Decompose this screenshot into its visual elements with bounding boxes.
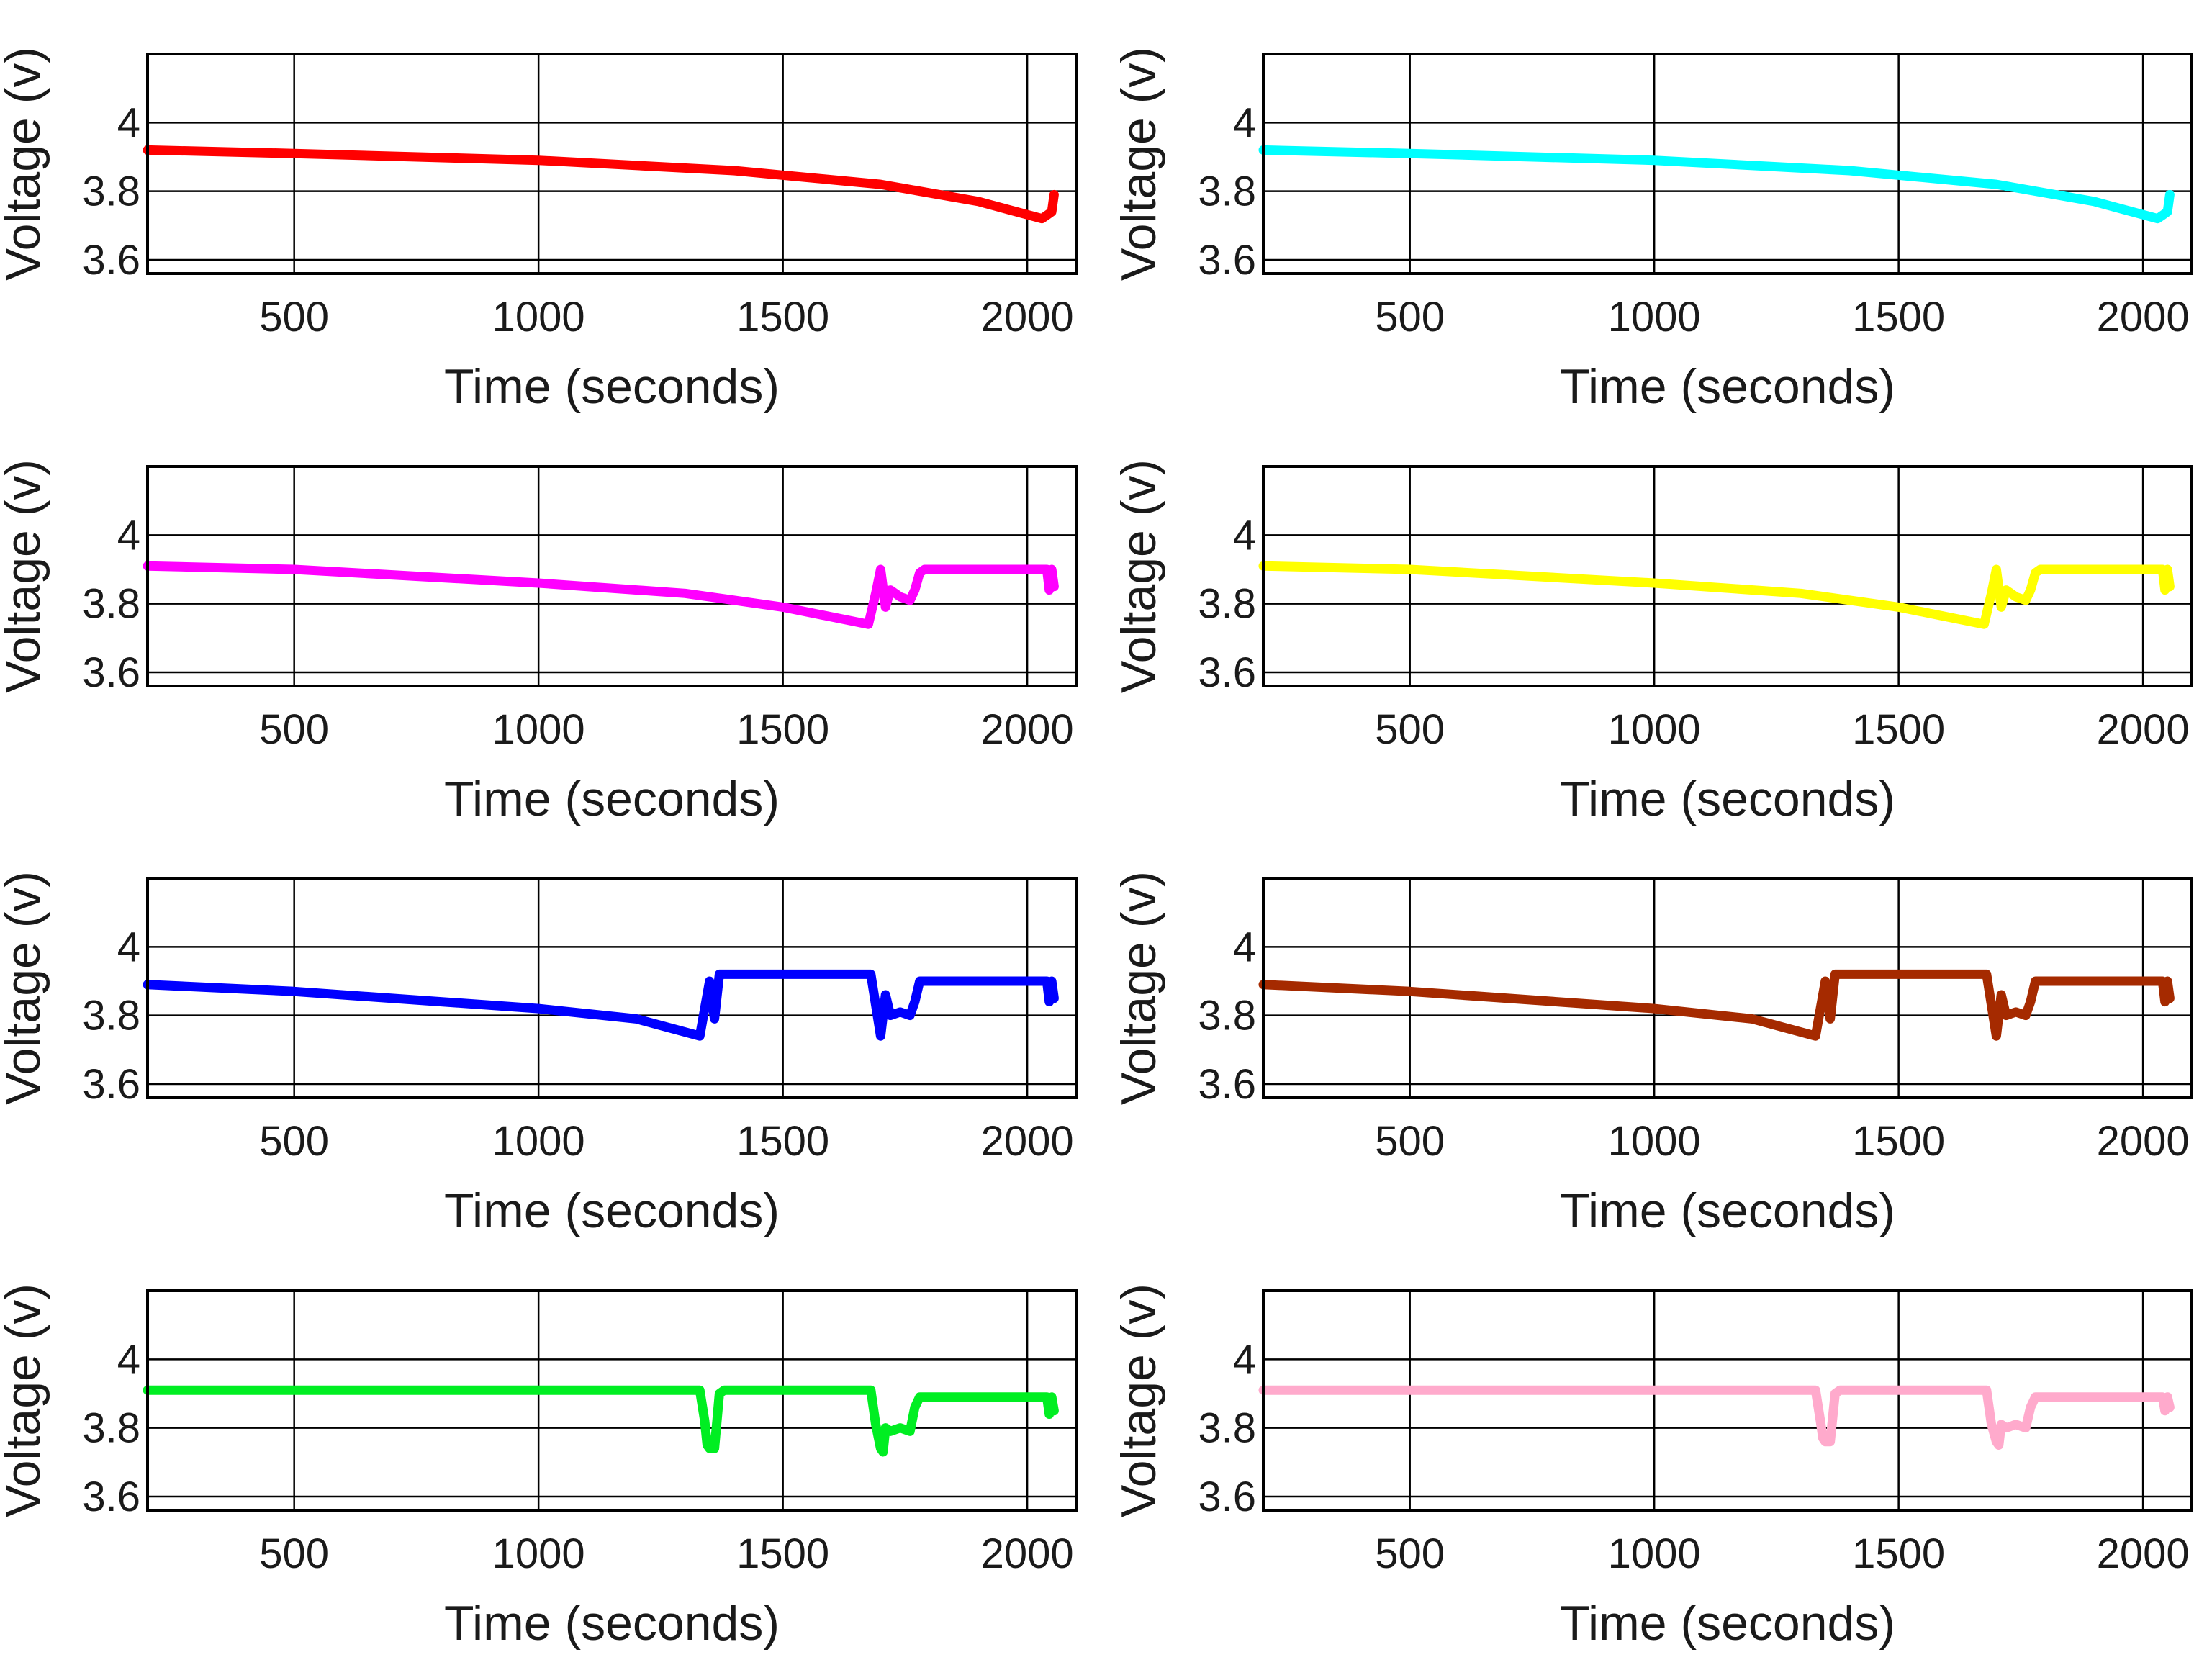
y-axis-label: Voltage (v) <box>1111 871 1166 1105</box>
x-tick-label: 500 <box>259 1530 329 1577</box>
x-tick-label: 2000 <box>981 1530 1074 1577</box>
x-tick-label: 1000 <box>492 1118 585 1165</box>
y-tick-label: 3.6 <box>82 237 140 284</box>
y-tick-label: 3.8 <box>82 1405 140 1452</box>
x-tick-label: 1000 <box>1608 294 1701 340</box>
x-tick-label: 2000 <box>2097 1118 2190 1165</box>
chart-panel-3: 500 1000 1500 2000 3.6 3.8 4 Time (seconds) Volt… <box>0 459 1078 826</box>
plot-frame <box>146 53 1078 275</box>
x-tick-label: 2000 <box>981 1118 1074 1165</box>
y-tick-label: 3.6 <box>1198 1474 1256 1520</box>
x-axis-label: Time (seconds) <box>1560 1596 1895 1651</box>
series-line <box>1258 145 2175 224</box>
series-line <box>1258 561 2175 629</box>
chart-panel-8: 500 1000 1500 2000 3.6 3.8 4 Time (seconds) Volt… <box>1111 1283 2193 1651</box>
series-line <box>1258 1385 2175 1450</box>
y-axis-label: Voltage (v) <box>0 1283 50 1517</box>
y-axis-label: Voltage (v) <box>1111 459 1166 693</box>
y-axis-label: Voltage (v) <box>1111 47 1166 281</box>
y-tick-label: 3.8 <box>82 993 140 1039</box>
chart-panel-4: 500 1000 1500 2000 3.6 3.8 4 Time (seconds) Volt… <box>1111 459 2193 826</box>
plot-frame <box>1262 53 2193 275</box>
x-axis-label: Time (seconds) <box>1560 359 1895 414</box>
x-tick-label: 500 <box>1375 706 1445 753</box>
chart-panel-2: 500 1000 1500 2000 3.6 3.8 4 Time (seconds) Volt… <box>1111 47 2193 414</box>
x-tick-label: 1500 <box>1852 1530 1945 1577</box>
y-tick-label: 4 <box>1233 512 1256 559</box>
x-tick-label: 500 <box>259 706 329 753</box>
x-tick-label: 2000 <box>2097 1530 2190 1577</box>
y-tick-label: 3.6 <box>82 1474 140 1520</box>
series-line <box>1258 969 2175 1041</box>
x-tick-label: 1000 <box>1608 1118 1701 1165</box>
x-tick-label: 500 <box>259 1118 329 1165</box>
x-tick-label: 1000 <box>492 1530 585 1577</box>
y-tick-label: 3.8 <box>82 168 140 215</box>
x-tick-label: 1500 <box>736 706 829 753</box>
series-line <box>143 1385 1059 1457</box>
plot-frame <box>1262 465 2193 687</box>
y-tick-label: 4 <box>1233 1336 1256 1383</box>
y-tick-label: 3.6 <box>1198 1061 1256 1108</box>
x-tick-label: 1000 <box>492 706 585 753</box>
chart-panel-7: 500 1000 1500 2000 3.6 3.8 4 Time (seconds) Volt… <box>0 1283 1078 1651</box>
y-axis-label: Voltage (v) <box>1111 1283 1166 1517</box>
series-line <box>143 969 1059 1041</box>
x-axis-label: Time (seconds) <box>444 1596 780 1651</box>
chart-panel-6: 500 1000 1500 2000 3.6 3.8 4 Time (seconds) Volt… <box>1111 871 2193 1238</box>
plot-frame <box>1262 877 2193 1099</box>
plot-frame <box>146 1289 1078 1512</box>
x-tick-label: 1000 <box>1608 706 1701 753</box>
x-tick-label: 2000 <box>981 706 1074 753</box>
series-line <box>143 561 1059 629</box>
y-tick-label: 4 <box>1233 924 1256 970</box>
x-tick-label: 500 <box>1375 1118 1445 1165</box>
y-tick-label: 4 <box>117 1336 140 1383</box>
chart-panel-5: 500 1000 1500 2000 3.6 3.8 4 Time (seconds) Volt… <box>0 871 1078 1238</box>
y-tick-label: 3.6 <box>1198 649 1256 696</box>
x-tick-label: 2000 <box>2097 706 2190 753</box>
series-line <box>143 145 1059 224</box>
y-tick-label: 3.6 <box>82 1061 140 1108</box>
y-tick-label: 3.6 <box>82 649 140 696</box>
x-axis-label: Time (seconds) <box>444 1183 780 1238</box>
x-tick-label: 1500 <box>1852 1118 1945 1165</box>
y-axis-label: Voltage (v) <box>0 459 50 693</box>
y-tick-label: 3.6 <box>1198 237 1256 284</box>
y-axis-label: Voltage (v) <box>0 47 50 281</box>
y-tick-label: 3.8 <box>82 581 140 628</box>
x-tick-label: 1500 <box>736 1118 829 1165</box>
chart-panel-1: 500 1000 1500 2000 3.6 3.8 4 Time (seconds) Volt… <box>0 47 1078 414</box>
y-tick-label: 4 <box>1233 99 1256 146</box>
y-axis-label: Voltage (v) <box>0 871 50 1105</box>
plot-frame <box>146 465 1078 687</box>
x-axis-label: Time (seconds) <box>1560 772 1895 826</box>
y-tick-label: 4 <box>117 99 140 146</box>
x-tick-label: 1000 <box>492 294 585 340</box>
x-axis-label: Time (seconds) <box>444 772 780 826</box>
x-axis-label: Time (seconds) <box>1560 1183 1895 1238</box>
y-tick-label: 4 <box>117 924 140 970</box>
x-tick-label: 2000 <box>2097 294 2190 340</box>
plot-frame <box>146 877 1078 1099</box>
y-tick-label: 3.8 <box>1198 168 1256 215</box>
x-tick-label: 1500 <box>736 1530 829 1577</box>
y-tick-label: 4 <box>117 512 140 559</box>
x-tick-label: 1000 <box>1608 1530 1701 1577</box>
x-tick-label: 2000 <box>981 294 1074 340</box>
plot-frame <box>1262 1289 2193 1512</box>
x-tick-label: 1500 <box>1852 706 1945 753</box>
y-tick-label: 3.8 <box>1198 581 1256 628</box>
x-tick-label: 1500 <box>1852 294 1945 340</box>
x-tick-label: 1500 <box>736 294 829 340</box>
y-tick-label: 3.8 <box>1198 993 1256 1039</box>
x-tick-label: 500 <box>1375 1530 1445 1577</box>
x-tick-label: 500 <box>259 294 329 340</box>
x-axis-label: Time (seconds) <box>444 359 780 414</box>
y-tick-label: 3.8 <box>1198 1405 1256 1452</box>
x-tick-label: 500 <box>1375 294 1445 340</box>
